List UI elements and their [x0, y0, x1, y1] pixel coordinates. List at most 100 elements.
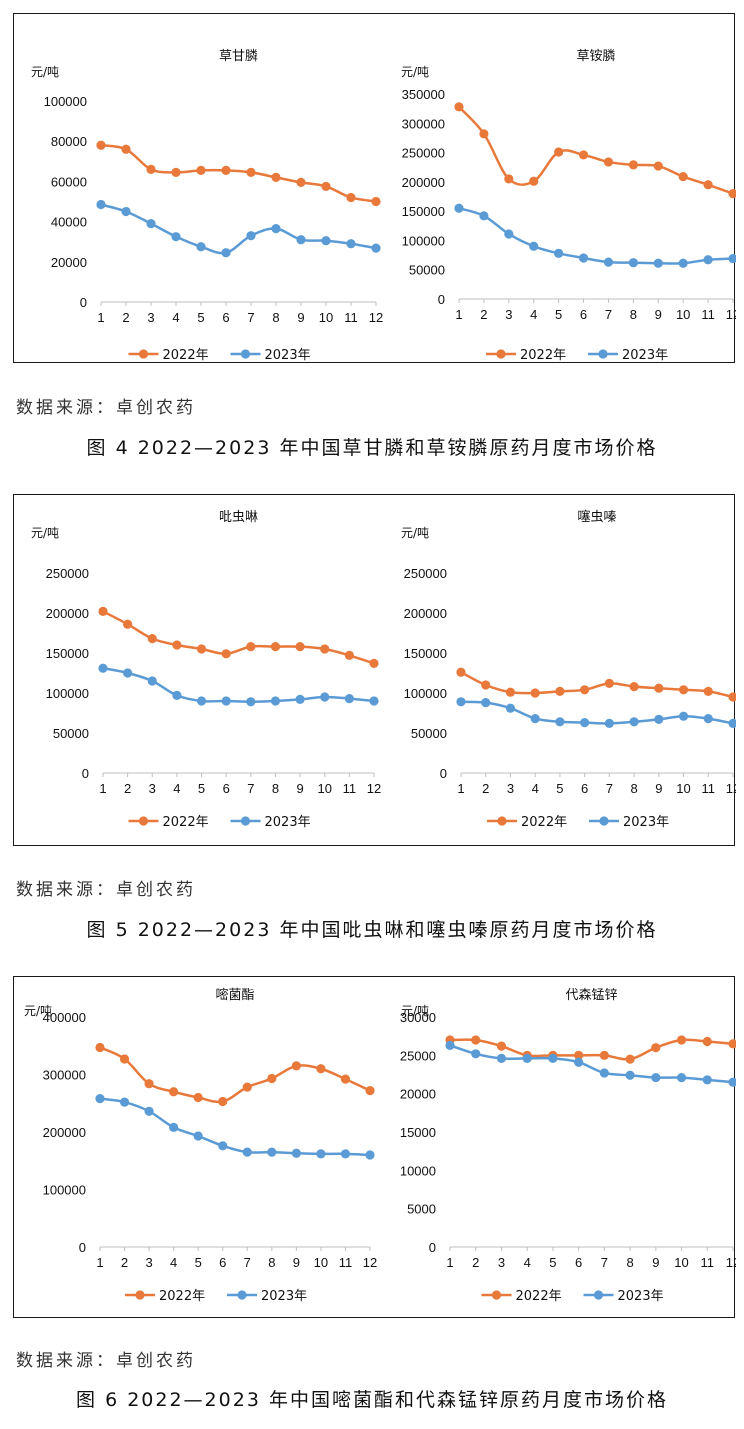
y-tick-label: 40000: [51, 215, 87, 230]
legend-marker: [599, 816, 609, 826]
x-tick-label: 12: [726, 1255, 736, 1270]
series-2023-point: [147, 676, 157, 686]
series-2023-point: [246, 231, 256, 241]
x-tick-label: 6: [223, 781, 230, 796]
x-tick-label: 12: [726, 781, 736, 796]
legend-label: 2022年: [163, 815, 209, 830]
x-tick-label: 1: [446, 1255, 453, 1270]
series-2023-point: [271, 224, 281, 234]
series-2023-point: [121, 206, 131, 217]
x-tick-label: 11: [701, 1255, 715, 1270]
y-axis-unit: 元/吨: [401, 65, 429, 79]
series-2023-point: [291, 1148, 301, 1158]
x-tick-label: 9: [293, 1255, 300, 1270]
series-2022-point: [653, 161, 663, 171]
series-2022-line: [102, 610, 375, 665]
x-tick-label: 10: [319, 310, 333, 325]
series-2022-point: [246, 642, 256, 652]
y-axis-unit: 元/吨: [401, 526, 429, 540]
y-tick-label: 0: [79, 1240, 86, 1255]
legend-marker: [240, 816, 251, 826]
series-2022-line: [99, 1046, 371, 1104]
series-2022-point: [456, 667, 466, 677]
x-tick-label: 5: [198, 781, 205, 796]
chart-title: 吡虫啉: [219, 510, 258, 525]
figure-6-box: 嘧菌酯 元/吨 0 100000 200000 300000 400000 1 2 3 4 5 6 7 8 9…: [13, 976, 736, 1318]
series-2023-point: [371, 243, 381, 253]
y-tick-label: 0: [80, 295, 87, 310]
legend-marker: [593, 1290, 604, 1300]
legend-marker: [497, 816, 507, 826]
series-2023-point: [172, 690, 182, 700]
legend-marker: [496, 349, 506, 359]
y-tick-label: 200000: [43, 1125, 86, 1140]
series-2022-point: [171, 167, 181, 177]
series-2022-point: [271, 172, 281, 182]
x-tick-label: 1: [457, 781, 464, 796]
x-tick-label: 5: [556, 781, 563, 796]
series-2023-point: [530, 714, 540, 724]
y-tick-label: 250000: [46, 566, 89, 581]
series-2023-point: [365, 1150, 375, 1160]
series-2023-point: [95, 1094, 105, 1104]
series-2023-point: [344, 694, 354, 704]
series-2023-point: [144, 1106, 154, 1116]
series-2022-point: [728, 188, 736, 199]
series-2023-point: [578, 253, 589, 263]
y-tick-label: 200000: [402, 175, 445, 190]
x-tick-label: 6: [219, 1255, 226, 1270]
x-tick-label: 8: [630, 307, 637, 322]
series-2022-point: [703, 686, 713, 696]
y-tick-label: 300000: [43, 1068, 86, 1083]
x-tick-label: 9: [655, 307, 662, 322]
series-2022-point: [340, 1074, 351, 1084]
x-tick-label: 5: [549, 1255, 556, 1270]
series-2022-point: [193, 1092, 203, 1103]
figure-4-box: 草甘膦 元/吨 0 20000 40000 60000 80000 100000 1 2 3 4 5 6 7…: [13, 13, 736, 363]
chart-title: 噻虫嗪: [577, 509, 616, 525]
x-tick-label: 3: [505, 307, 512, 322]
series-2023-point: [629, 717, 639, 727]
x-tick-label: 7: [605, 307, 612, 322]
series-2022-point: [295, 642, 305, 652]
series-2022-point: [296, 177, 306, 188]
series-2022-point: [555, 686, 565, 696]
legend-label: 2022年: [163, 348, 209, 363]
series-2023-point: [454, 203, 464, 213]
series-2023-point: [603, 257, 614, 267]
x-tick-label: 4: [173, 781, 180, 796]
x-tick-label: 3: [145, 1255, 152, 1270]
series-2023-point: [481, 698, 491, 708]
y-tick-label: 10000: [400, 1163, 436, 1178]
x-tick-label: 6: [575, 1255, 582, 1270]
legend-marker: [138, 816, 149, 826]
x-tick-label: 10: [317, 781, 331, 796]
series-2023-point: [321, 236, 331, 246]
series-2022-point: [651, 1043, 661, 1053]
y-tick-label: 30000: [400, 1010, 436, 1025]
y-tick-label: 200000: [404, 606, 447, 621]
y-tick-label: 100000: [43, 1183, 86, 1198]
series-2022-point: [529, 176, 539, 186]
series-2022-point: [218, 1096, 228, 1107]
series-2022-point: [121, 144, 131, 154]
x-tick-label: 4: [530, 307, 537, 322]
series-2022-point: [604, 678, 614, 688]
y-tick-label: 50000: [53, 726, 89, 741]
series-2023-point: [296, 235, 306, 245]
y-tick-label: 0: [82, 766, 89, 781]
x-tick-label: 3: [507, 781, 514, 796]
series-2022-point: [479, 129, 489, 139]
figure-5-source: 数据来源：卓创农药: [16, 880, 196, 900]
series-2022-line: [100, 143, 377, 203]
x-tick-label: 11: [702, 781, 716, 796]
series-2023-point: [548, 1053, 558, 1063]
series-2022-point: [625, 1054, 635, 1064]
series-2022-point: [320, 644, 330, 654]
legend-label: 2023年: [622, 348, 668, 363]
series-2022-point: [96, 140, 106, 150]
